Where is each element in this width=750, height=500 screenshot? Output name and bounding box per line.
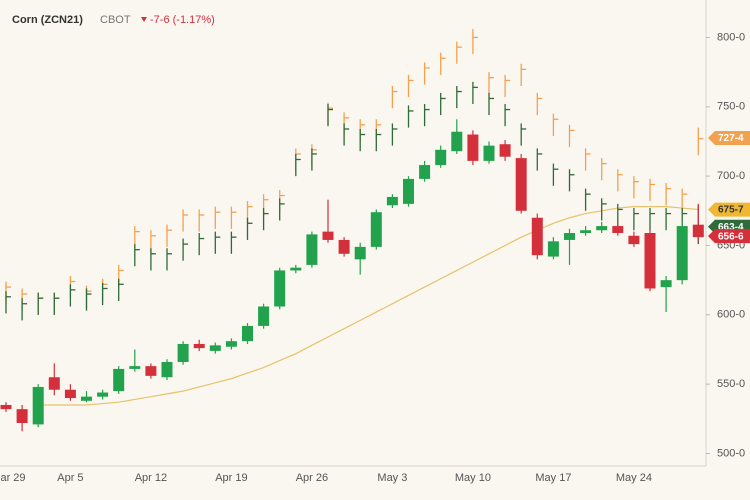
candle-body	[612, 226, 624, 233]
plot-area	[0, 29, 704, 432]
candle-body	[16, 409, 28, 424]
candle-body	[258, 306, 270, 326]
chart-title: Corn (ZCN21)	[12, 14, 83, 26]
y-tick-label: 750-0	[717, 101, 745, 113]
candle-body	[161, 361, 173, 378]
candle-body	[129, 366, 141, 369]
candle-body	[32, 386, 44, 425]
x-tick-label: Apr 12	[135, 472, 167, 484]
candle-body	[370, 212, 382, 247]
candle-body	[64, 389, 76, 399]
down-arrow	[141, 17, 147, 22]
x-tick-label: May 24	[616, 472, 652, 484]
x-tick-label: May 17	[535, 472, 571, 484]
exchange: CBOT	[100, 14, 131, 26]
candle-body	[242, 325, 253, 342]
moving-average-line	[38, 206, 699, 406]
candle-body	[692, 224, 704, 238]
y-tick-label: 700-0	[717, 170, 745, 182]
candle-body	[515, 158, 527, 211]
candle-body	[660, 280, 672, 288]
candle-body	[644, 233, 656, 289]
y-tick-label: 800-0	[717, 31, 745, 43]
candle-body	[435, 149, 447, 166]
price-tag-label: 727-4	[718, 133, 744, 144]
candle-body	[209, 345, 221, 351]
price-tag	[708, 202, 750, 217]
candle-body	[0, 404, 12, 410]
candle-body	[193, 343, 205, 349]
candle-body	[177, 343, 189, 362]
candle-body	[322, 231, 334, 240]
candle-body	[274, 270, 286, 307]
candle-body	[113, 368, 125, 392]
candle-body	[547, 241, 559, 257]
y-tick-label: 500-0	[717, 447, 745, 459]
price-tag	[708, 130, 750, 145]
x-tick-label: May 10	[455, 472, 491, 484]
candle-body	[48, 377, 60, 390]
candle-body	[338, 239, 350, 254]
x-tick-label: May 3	[377, 472, 407, 484]
candle-body	[354, 246, 366, 260]
candle-body	[419, 165, 431, 179]
candle-body	[676, 226, 688, 281]
price-tag-label: 675-7	[718, 205, 744, 216]
candle-body	[564, 233, 575, 240]
candle-body	[499, 144, 511, 157]
x-tick-label: Apr 5	[57, 472, 83, 484]
x-tick-label: Apr 26	[296, 472, 328, 484]
candle-body	[483, 145, 495, 161]
candle-body	[145, 366, 157, 376]
candle-body	[451, 131, 463, 152]
candle-body	[531, 217, 543, 256]
candle-body	[97, 392, 109, 397]
price-tag-label: 663-4	[718, 222, 744, 233]
candle-body	[81, 396, 92, 401]
price-tag	[708, 229, 750, 244]
candle-body	[628, 235, 640, 245]
candle-body	[225, 341, 237, 347]
y-tick-label: 600-0	[717, 309, 745, 321]
candle-body	[306, 234, 318, 265]
candle-body	[386, 196, 398, 206]
y-tick-label: 550-0	[717, 378, 745, 390]
candle-body	[403, 178, 414, 204]
candle-body	[596, 226, 608, 231]
x-tick-label: Apr 19	[215, 472, 247, 484]
price-change: -7-6 (-1.17%)	[150, 14, 215, 26]
candle-body	[580, 230, 592, 233]
candle-body	[467, 134, 479, 161]
price-tag-label: 656-6	[718, 231, 744, 242]
candle-body	[290, 267, 302, 271]
x-tick-label: ar 29	[0, 472, 25, 484]
